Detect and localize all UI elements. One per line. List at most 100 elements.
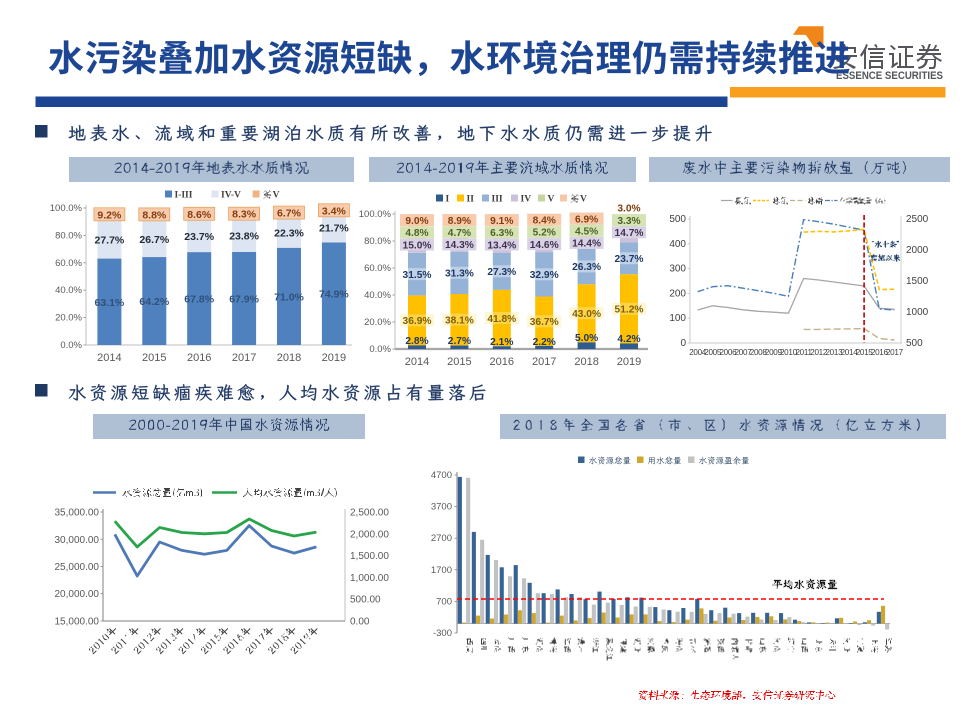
svg-text:0.0%: 0.0% — [369, 344, 391, 355]
svg-text:64.2%: 64.2% — [139, 296, 169, 308]
svg-text:26.7%: 26.7% — [139, 234, 169, 246]
svg-text:-300: -300 — [433, 628, 452, 639]
svg-text:67.8%: 67.8% — [184, 294, 214, 306]
svg-text:2.8%: 2.8% — [405, 336, 428, 347]
svg-text:32.9%: 32.9% — [530, 270, 559, 281]
svg-text:300: 300 — [669, 264, 686, 275]
svg-text:15,000.00: 15,000.00 — [55, 617, 100, 628]
svg-text:3700: 3700 — [431, 502, 452, 513]
svg-text:9.1%: 9.1% — [490, 216, 513, 227]
svg-text:8.9%: 8.9% — [448, 216, 471, 227]
svg-text:80.0%: 80.0% — [364, 236, 391, 247]
svg-text:71.0%: 71.0% — [274, 291, 304, 303]
svg-text:15.0%: 15.0% — [403, 240, 432, 251]
svg-text:5.2%: 5.2% — [533, 228, 556, 239]
svg-text:3.0%: 3.0% — [617, 204, 640, 215]
svg-text:60.0%: 60.0% — [364, 263, 391, 274]
svg-text:2.7%: 2.7% — [448, 336, 471, 347]
svg-text:14.3%: 14.3% — [445, 240, 474, 251]
svg-text:40.0%: 40.0% — [55, 285, 82, 296]
svg-text:2010: 2010 — [780, 348, 798, 357]
svg-text:100.0%: 100.0% — [50, 203, 83, 214]
svg-text:2,000.00: 2,000.00 — [350, 529, 389, 540]
svg-text:1,000.00: 1,000.00 — [350, 573, 389, 584]
svg-text:2015: 2015 — [447, 356, 471, 368]
svg-text:0.00: 0.00 — [350, 617, 370, 628]
svg-text:2015: 2015 — [856, 348, 874, 357]
svg-text:31.3%: 31.3% — [445, 269, 474, 280]
svg-text:6.3%: 6.3% — [490, 228, 513, 239]
svg-text:2014: 2014 — [405, 356, 429, 368]
svg-text:4.7%: 4.7% — [448, 228, 471, 239]
svg-text:2005: 2005 — [704, 348, 722, 357]
svg-text:38.1%: 38.1% — [445, 315, 474, 326]
svg-text:IV: IV — [521, 195, 532, 205]
svg-text:5.0%: 5.0% — [575, 333, 598, 344]
svg-text:43.0%: 43.0% — [572, 309, 601, 320]
svg-text:2,500.00: 2,500.00 — [350, 508, 389, 519]
svg-text:2015: 2015 — [142, 352, 166, 364]
svg-text:51.2%: 51.2% — [615, 305, 644, 316]
svg-text:26.3%: 26.3% — [572, 262, 601, 273]
svg-text:1500: 1500 — [906, 276, 929, 287]
svg-text:80.0%: 80.0% — [55, 230, 82, 241]
svg-text:2019: 2019 — [617, 356, 641, 368]
svg-text:14.6%: 14.6% — [530, 240, 559, 251]
svg-text:40.0%: 40.0% — [364, 290, 391, 301]
svg-text:V: V — [273, 191, 280, 201]
svg-text:36.9%: 36.9% — [403, 316, 432, 327]
svg-text:700: 700 — [436, 596, 452, 607]
svg-text:0.0%: 0.0% — [60, 340, 82, 351]
svg-text:67.9%: 67.9% — [229, 294, 259, 306]
svg-text:2017: 2017 — [886, 348, 904, 357]
svg-text:14.7%: 14.7% — [615, 228, 644, 239]
svg-text:II: II — [467, 195, 475, 205]
svg-text:500: 500 — [669, 214, 686, 225]
svg-text:2500: 2500 — [906, 214, 929, 225]
svg-text:35,000.00: 35,000.00 — [55, 508, 100, 519]
svg-text:400: 400 — [669, 239, 686, 250]
svg-text:2012: 2012 — [810, 348, 828, 357]
svg-text:2019: 2019 — [322, 352, 346, 364]
svg-text:V: V — [580, 195, 587, 205]
svg-text:23.8%: 23.8% — [229, 231, 259, 243]
svg-text:2004: 2004 — [689, 348, 707, 357]
svg-text:8.4%: 8.4% — [533, 216, 556, 227]
svg-text:0: 0 — [680, 338, 686, 349]
svg-text:2014: 2014 — [841, 348, 859, 357]
svg-text:1,500.00: 1,500.00 — [350, 551, 389, 562]
svg-text:100: 100 — [669, 313, 686, 324]
svg-text:20.0%: 20.0% — [364, 317, 391, 328]
svg-text:3.4%: 3.4% — [322, 205, 347, 217]
svg-text:2016: 2016 — [187, 352, 211, 364]
svg-text:22.3%: 22.3% — [274, 228, 304, 240]
svg-text:27.7%: 27.7% — [95, 235, 125, 247]
svg-text:74.9%: 74.9% — [319, 289, 349, 301]
svg-text:2000: 2000 — [906, 245, 929, 256]
svg-text:III: III — [492, 195, 503, 205]
svg-text:20,000.00: 20,000.00 — [55, 589, 100, 600]
svg-text:500.00: 500.00 — [350, 595, 381, 606]
svg-text:2016: 2016 — [871, 348, 889, 357]
svg-text:I-III: I-III — [175, 191, 193, 201]
svg-text:23.7%: 23.7% — [615, 254, 644, 265]
svg-text:2011: 2011 — [795, 348, 812, 357]
svg-text:V: V — [548, 195, 555, 205]
svg-text:1000: 1000 — [906, 307, 929, 318]
svg-text:2006: 2006 — [719, 348, 737, 357]
svg-text:8.6%: 8.6% — [187, 209, 212, 221]
svg-text:2009: 2009 — [765, 348, 783, 357]
svg-text:3.3%: 3.3% — [617, 216, 640, 227]
svg-text:1700: 1700 — [431, 565, 452, 576]
svg-text:2.1%: 2.1% — [490, 337, 513, 348]
svg-text:200: 200 — [669, 288, 686, 299]
svg-text:30,000.00: 30,000.00 — [55, 535, 100, 546]
svg-text:2018: 2018 — [277, 352, 301, 364]
svg-text:2016: 2016 — [490, 356, 514, 368]
svg-text:20.0%: 20.0% — [55, 313, 82, 324]
svg-text:4.8%: 4.8% — [405, 228, 428, 239]
svg-text:8.3%: 8.3% — [232, 209, 257, 221]
svg-text:2017: 2017 — [532, 356, 556, 368]
svg-text:14.4%: 14.4% — [572, 239, 601, 250]
svg-text:27.3%: 27.3% — [487, 267, 516, 278]
